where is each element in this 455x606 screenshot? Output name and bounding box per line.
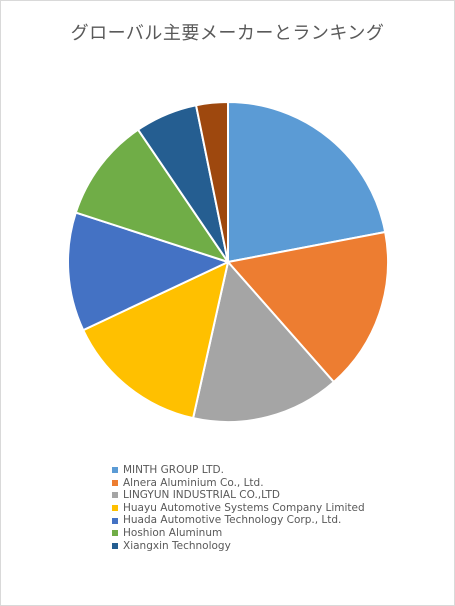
- legend-label: MINTH GROUP LTD.: [123, 464, 224, 476]
- pie-slice: [191, 259, 336, 423]
- pie-slice: [81, 260, 230, 420]
- legend-item: Hoshion Aluminum: [112, 527, 365, 540]
- legend: MINTH GROUP LTD. Alnera Aluminium Co., Lt…: [112, 464, 365, 552]
- legend-label: Alnera Aluminium Co., Ltd.: [123, 476, 264, 489]
- legend-item: Huayu Automotive Systems Company Limited: [112, 502, 365, 515]
- legend-item: Xiangxin Technology: [112, 540, 365, 553]
- pie-slice: [67, 211, 231, 332]
- legend-label: LINGYUN INDUSTRIAL CO.,LTD: [123, 489, 281, 502]
- legend-label: Xiangxin Technology: [123, 539, 231, 552]
- legend-label: Huayu Automotive Systems Company Limited: [123, 501, 365, 514]
- legend-item: MINTH GROUP LTD.: [112, 464, 365, 477]
- legend-swatch: [112, 530, 118, 537]
- pie-slices: [67, 100, 390, 423]
- legend-item: Alnera Aluminium Co., Ltd.: [112, 477, 365, 490]
- legend-item: LINGYUN INDUSTRIAL CO.,LTD: [112, 489, 365, 502]
- legend-swatch: [112, 517, 118, 524]
- legend-swatch: [112, 492, 118, 499]
- legend-swatch: [112, 479, 118, 486]
- pie-slice: [74, 128, 231, 264]
- legend-swatch: [112, 467, 118, 474]
- legend-swatch: [112, 542, 118, 549]
- pie-slice: [194, 100, 229, 263]
- legend-label: Hoshion Aluminum: [123, 526, 223, 539]
- pie-slice: [226, 230, 390, 384]
- chart-title: グローバル主要メーカーとランキング: [70, 23, 385, 44]
- pie-slice: [227, 100, 387, 264]
- legend-swatch: [112, 505, 118, 512]
- legend-label: Huada Automotive Technology Corp., Ltd.: [123, 514, 342, 527]
- legend-item: Huada Automotive Technology Corp., Ltd.: [112, 514, 365, 527]
